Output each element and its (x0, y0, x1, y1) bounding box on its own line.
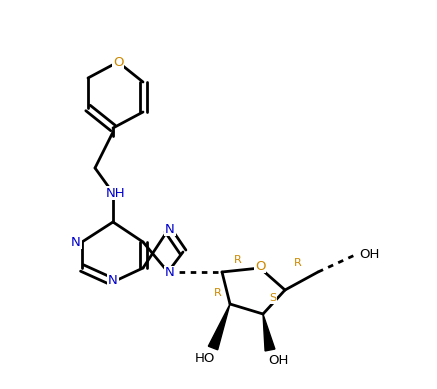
Text: S: S (270, 293, 277, 303)
Text: NH: NH (106, 186, 126, 200)
Polygon shape (263, 314, 275, 351)
Text: N: N (165, 223, 175, 235)
Text: R: R (294, 258, 302, 268)
Text: O: O (113, 56, 123, 68)
Text: OH: OH (359, 249, 379, 261)
Text: N: N (71, 235, 81, 249)
Text: N: N (165, 266, 175, 280)
Polygon shape (208, 304, 230, 350)
Text: R: R (214, 288, 222, 298)
Text: OH: OH (268, 354, 288, 366)
Text: O: O (255, 259, 265, 273)
Text: N: N (108, 275, 118, 287)
Text: R: R (234, 255, 242, 265)
Text: HO: HO (195, 352, 215, 364)
